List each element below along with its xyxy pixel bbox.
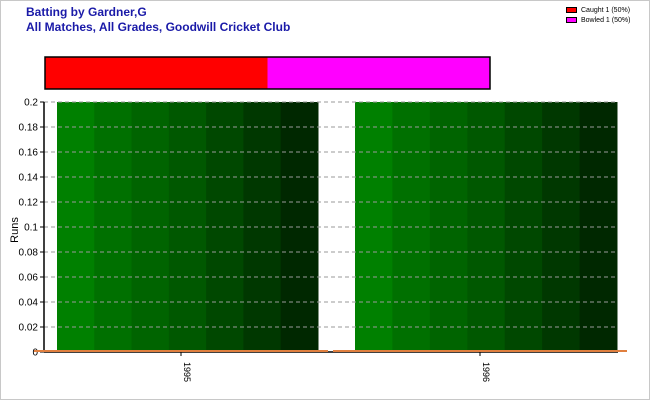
legend-label-caught: Caught 1 (50%) [581, 6, 631, 14]
y-tick-label: 0.12 [19, 198, 39, 209]
dismissal-bar-outline [44, 56, 491, 90]
y-tick-label: 0.08 [19, 248, 39, 259]
chart-title: Batting by Gardner,G [26, 5, 147, 19]
legend-item-caught: Caught 1 (50%) [566, 5, 630, 15]
background-panel-stripe [206, 102, 244, 352]
dismissal-segment-bowled [267, 57, 490, 89]
x-tick-label: 1995 [182, 362, 192, 382]
y-tick-label: 0.14 [19, 173, 39, 184]
y-tick-label: 0.02 [19, 323, 39, 334]
dismissal-segment-caught [45, 57, 268, 89]
legend-swatch-caught [566, 7, 577, 13]
bar-1996 [333, 350, 627, 352]
background-panel-stripe [542, 102, 581, 352]
y-tick-label: 0 [32, 348, 38, 359]
background-panel-stripe [94, 102, 133, 352]
y-tick-label: 0.2 [24, 98, 38, 109]
bar-1995 [34, 350, 328, 352]
chart-subtitle: All Matches, All Grades, Goodwill Cricke… [26, 20, 291, 34]
background-panel-stripe [429, 102, 468, 352]
x-tick-label: 1996 [481, 362, 491, 382]
legend-swatch-bowled [566, 17, 577, 23]
legend-label-bowled: Bowled 1 (50%) [581, 16, 631, 24]
y-tick-label: 0.1 [24, 223, 38, 234]
legend-item-bowled: Bowled 1 (50%) [566, 15, 630, 25]
y-tick-label: 0.16 [19, 148, 39, 159]
legend: Caught 1 (50%) Bowled 1 (50%) [566, 5, 630, 25]
y-axis-label: Runs [9, 217, 21, 243]
y-tick-label: 0.18 [19, 123, 39, 134]
y-tick-label: 0.06 [19, 273, 39, 284]
y-tick-label: 0.04 [19, 298, 39, 309]
